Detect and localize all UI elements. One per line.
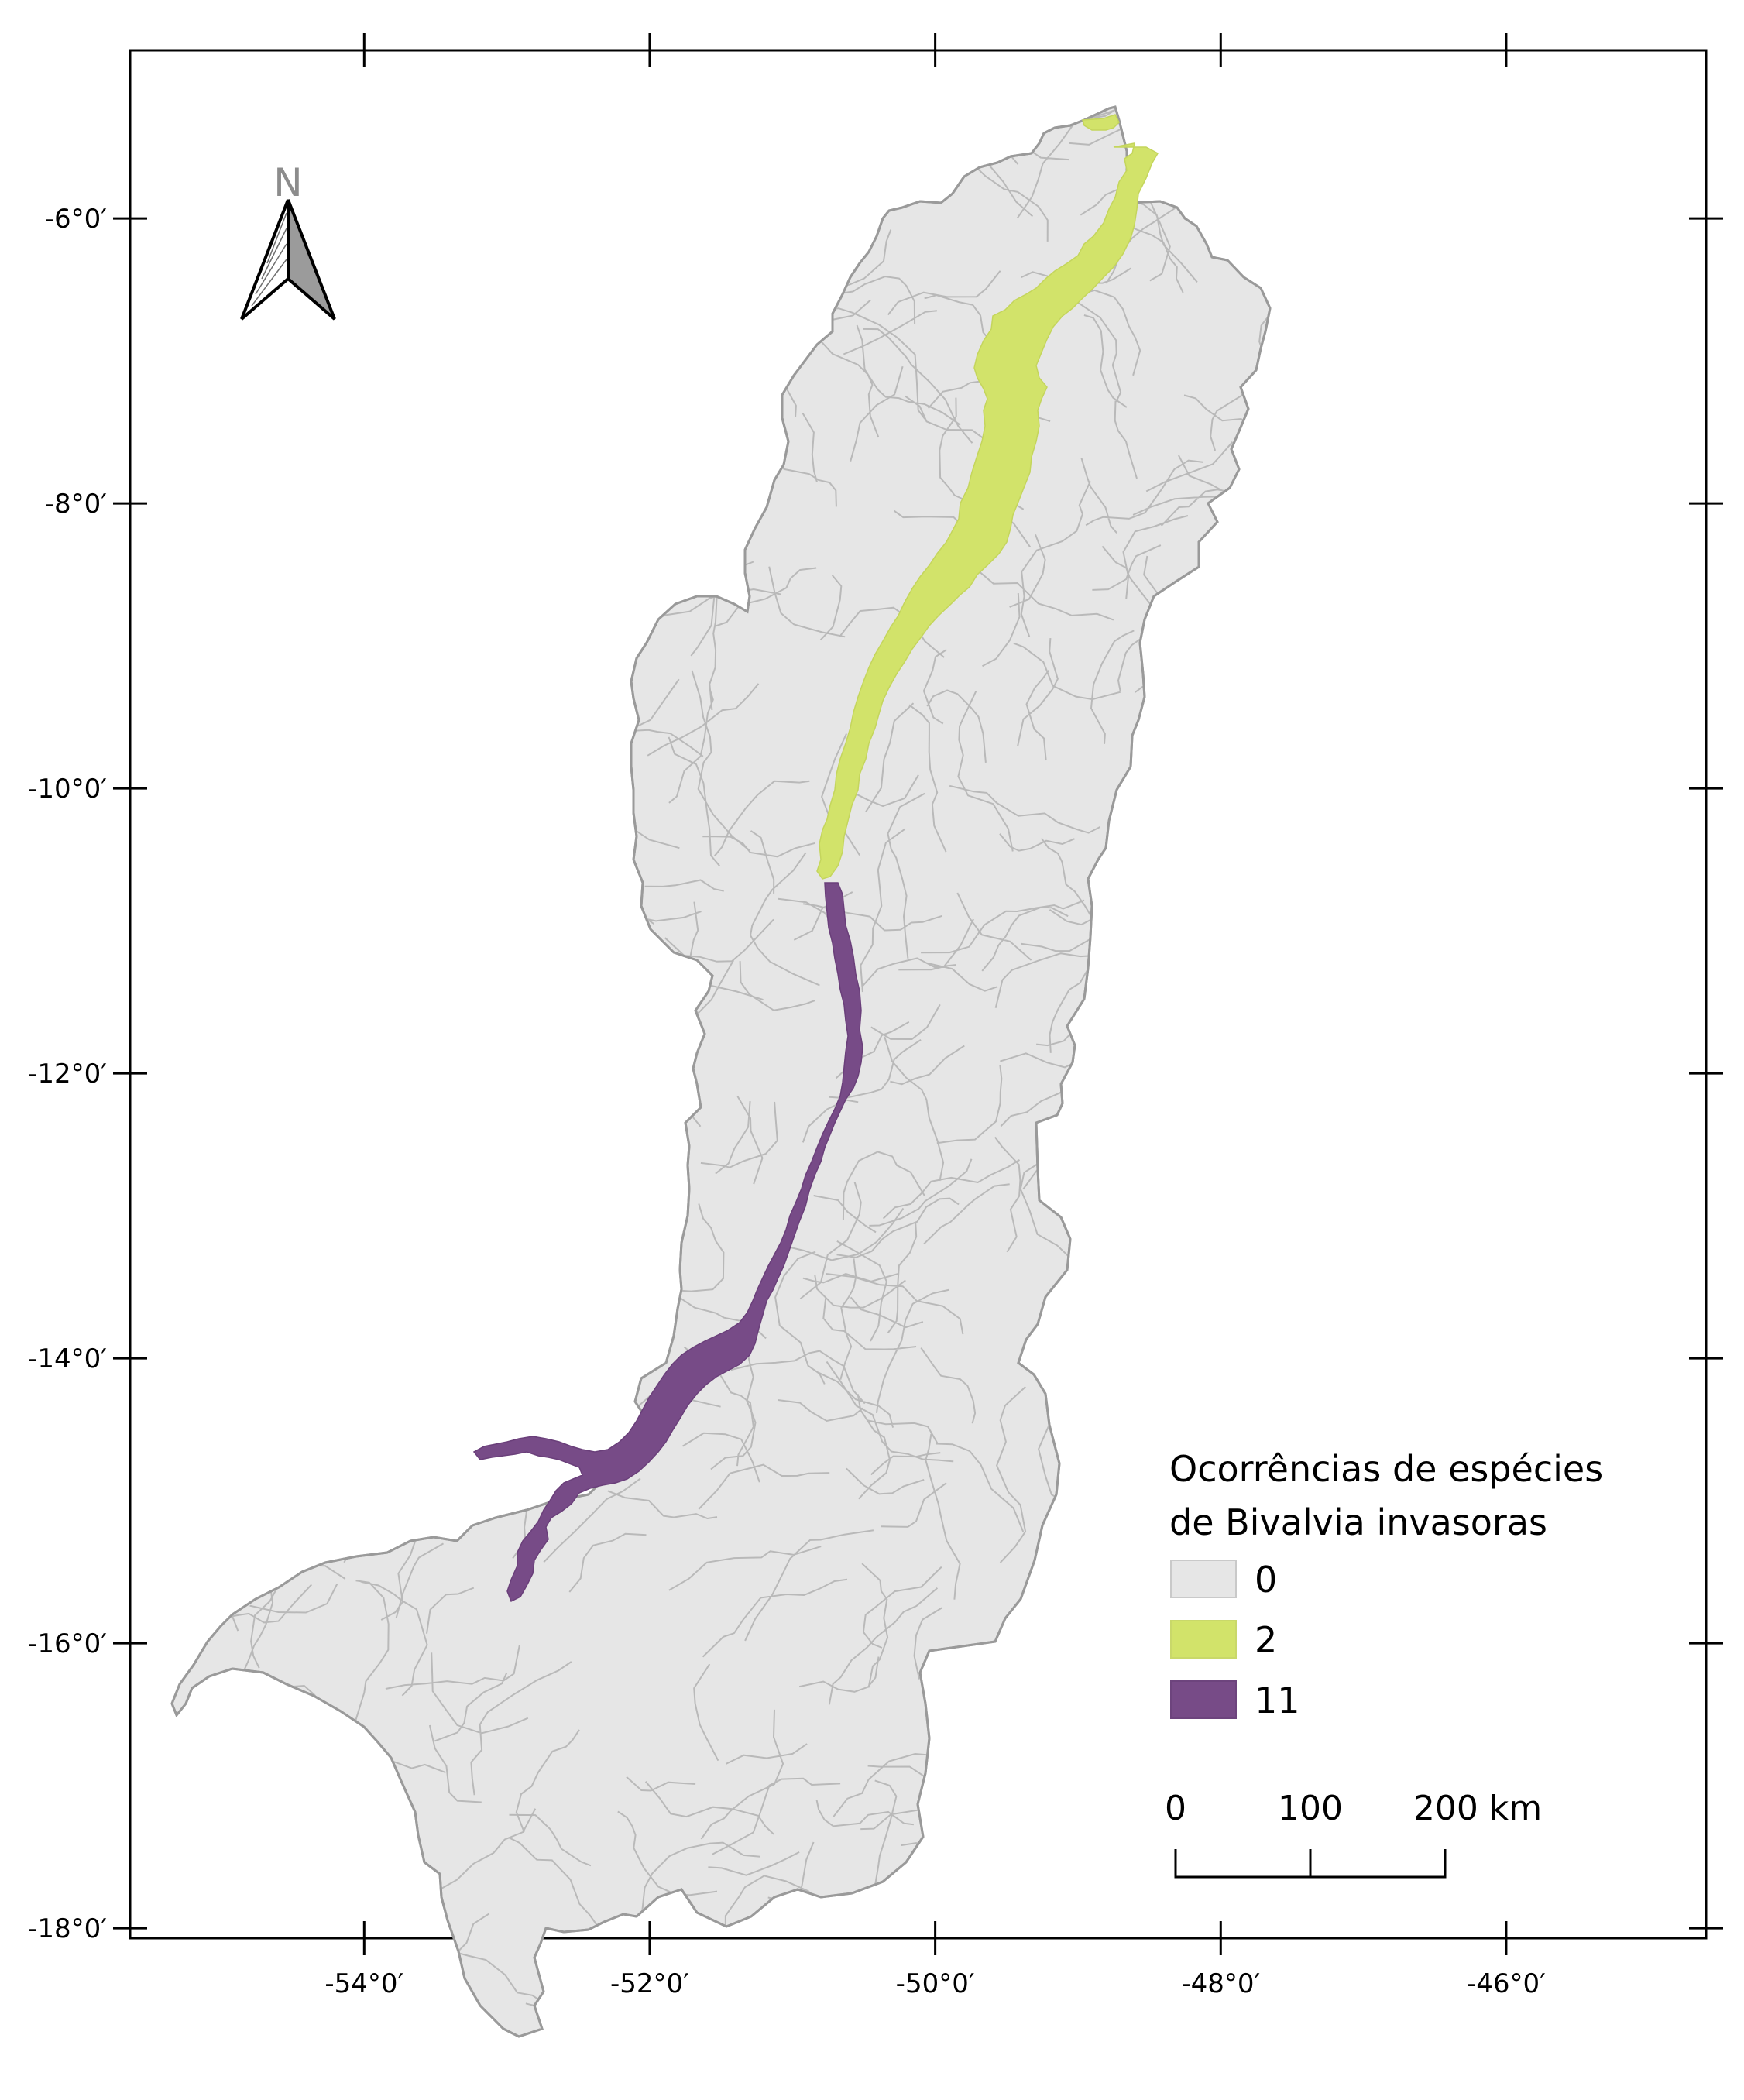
graticule-ticks xyxy=(113,33,1723,1955)
scale-label-0: 0 xyxy=(1165,1789,1186,1828)
y-tick-label: -18°0′ xyxy=(28,1913,107,1944)
x-tick-label: -48°0′ xyxy=(1181,1968,1260,1999)
legend-label-class-2: 2 xyxy=(1255,1619,1277,1661)
north-arrow-hatch xyxy=(251,212,287,307)
river-basin xyxy=(170,105,1272,2038)
x-tick-label: -46°0′ xyxy=(1467,1968,1546,1999)
y-tick-label: -16°0′ xyxy=(28,1628,107,1659)
scale-label-100: 100 xyxy=(1278,1789,1343,1828)
legend-swatch-class-2 xyxy=(1170,1620,1237,1659)
river-reach-class-2 xyxy=(816,114,1159,880)
legend-swatch-class-0 xyxy=(1170,1560,1237,1598)
y-tick-label: -10°0′ xyxy=(28,774,107,805)
north-arrow: N xyxy=(240,160,336,321)
north-arrow-right-half xyxy=(287,199,336,321)
north-arrow-letter: N xyxy=(273,160,302,205)
y-tick-label: -6°0′ xyxy=(45,204,107,235)
x-tick-label: -52°0′ xyxy=(610,1968,689,1999)
map-frame xyxy=(129,49,1708,1940)
x-tick-label: -50°0′ xyxy=(896,1968,975,1999)
y-tick-label: -8°0′ xyxy=(45,489,107,520)
legend-label-class-0: 0 xyxy=(1255,1559,1277,1601)
legend: Ocorrências de espécies de Bivalvia inva… xyxy=(1169,1448,1603,1721)
scale-bar: 0 100 200 km xyxy=(1165,1789,1542,1879)
river-reach-class-11 xyxy=(472,882,863,1603)
legend-swatch-class-11 xyxy=(1170,1680,1237,1719)
basin-outline xyxy=(170,105,1272,2038)
y-tick-label: -14°0′ xyxy=(28,1343,107,1374)
x-tick-label: -54°0′ xyxy=(324,1968,403,1999)
legend-title-line-2: de Bivalvia invasoras xyxy=(1169,1501,1547,1543)
graticule-labels: -54°0′ -52°0′ -50°0′ -48°0′ -46°0′ -6°0′ -8°0′… xyxy=(28,204,1546,1999)
scale-label-200: 200 km xyxy=(1413,1789,1542,1828)
scale-bar-line xyxy=(1174,1849,1447,1879)
y-tick-label: -12°0′ xyxy=(28,1059,107,1089)
legend-title-line-1: Ocorrências de espécies xyxy=(1169,1448,1603,1490)
legend-label-class-11: 11 xyxy=(1255,1680,1300,1721)
